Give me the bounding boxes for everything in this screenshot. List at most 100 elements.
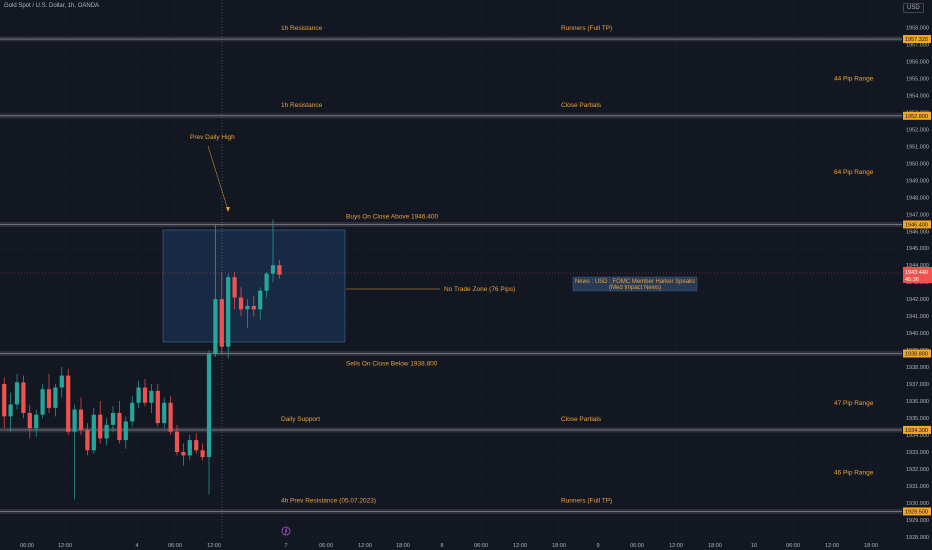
level-price-tag [903,220,931,229]
level-lines: 1h Resistance Runners (Full TP) 1h Resista… [0,25,902,514]
candle-body [59,375,64,388]
level-left-label: 4h Prev Resistance (05.07.2023) [281,497,376,504]
level-price-tag-text: 1929.500 [905,509,928,515]
candles [2,219,282,500]
y-tick-label: 1954.000 [906,93,929,99]
level-price-tag [903,425,931,434]
candle-body [8,404,13,417]
level-price-tag-text: 1952.800 [905,114,928,120]
y-tick-label: 1951.000 [906,144,929,150]
level-right-label: Runners (Full TP) [561,497,612,504]
level-price-tag-text: 1957.320 [905,37,928,43]
candle-body [46,389,52,408]
level-left-label: 1h Resistance [281,25,323,32]
candle-body [91,414,96,451]
y-tick-label: 1935.000 [906,416,929,422]
pip-range-label: 44 Pip Range [834,75,874,82]
candle-body [136,387,141,403]
level-left-label: Daily Support [281,416,320,423]
y-tick-label: 1948.000 [906,195,929,201]
candle-body [40,389,45,415]
level-price-tag [903,111,931,120]
y-tick-label: 1944.000 [906,263,929,269]
prev-daily-high-arrow [207,145,229,211]
x-tick-label: 06:00 [786,543,800,549]
level-right-label: Close Partials [561,416,602,423]
level-price-tag [903,35,931,44]
y-tick-label: 1952.000 [906,127,929,133]
level-left-label: 1h Resistance [281,102,323,109]
candle-body [149,390,154,403]
y-tick-label: 1945.000 [906,246,929,252]
y-tick-label: 1946.000 [906,229,929,235]
no-trade-zone-label: No Trade Zone (76 Pips) [444,286,515,293]
candle-body [232,277,237,298]
x-tick-label: 12:00 [825,543,839,549]
y-tick-label: 1933.000 [906,450,929,456]
y-tick-label: 1942.000 [906,297,929,303]
level-price-tag [903,349,931,358]
candle-body [104,424,109,439]
candle-body [162,402,167,424]
currency-button[interactable]: USD [903,3,924,13]
pip-range-label: 64 Pip Range [834,169,874,176]
x-tick-label: 9 [596,543,599,549]
candle-body [66,375,71,432]
candle-body [85,429,90,451]
candle-body [2,384,7,417]
level-center-label: Buys On Close Above 1946.400 [346,213,439,220]
arrow-head-icon [226,207,230,212]
x-tick-label: 8 [440,543,443,549]
candle-body [78,409,84,430]
level-price-tag-text: 1938.800 [905,352,928,358]
x-tick-label: 12:00 [207,543,221,549]
events-marker[interactable] [281,526,291,536]
x-tick-label: 06:00 [474,543,488,549]
news-title: News : USD : FOMC Member Harker Speaks [575,279,695,285]
y-tick-label: 1936.000 [906,399,929,405]
level-price-tags: 1957.320 1952.800 1946.400 1938.800 1934.300… [903,35,931,516]
y-tick-label: 1929.000 [906,518,929,524]
pip-range-label: 47 Pip Range [834,400,874,407]
level-price-tag-text: 1934.300 [905,428,928,434]
candle-body [117,412,122,441]
candle-body [219,299,224,347]
candle-body [194,440,199,451]
time-axis[interactable] [0,540,932,550]
candle-body [34,414,39,429]
lightning-icon[interactable] [281,526,291,536]
x-tick-label: 06:00 [20,543,34,549]
symbol-title[interactable]: Gold Spot / U.S. Dollar, 1h, OANDA [4,3,100,9]
y-tick-label: 1931.000 [906,484,929,490]
candle-body [238,297,244,310]
y-tick-label: 1940.000 [906,331,929,337]
candle-body [21,382,26,413]
y-tick-label: 1949.000 [906,178,929,184]
level-price-tag-text: 1946.400 [905,222,928,228]
x-tick-label: 18:00 [552,543,566,549]
candle-body [27,412,32,429]
candle-body [264,273,269,291]
candle-body [123,421,128,441]
y-tick-label: 1938.000 [906,365,929,371]
y-tick-label: 1937.000 [906,382,929,388]
candle-body [155,390,160,424]
y-tick-label: 1943.000 [906,280,929,286]
level-center-label: Sells On Close Below 1938.800 [346,361,438,368]
y-tick-label: 1955.000 [906,76,929,82]
news-box[interactable] [572,276,698,292]
no-trade-zone-box[interactable] [162,229,346,343]
y-tick-label: 1947.000 [906,212,929,218]
candle-body [251,305,256,310]
y-tick-label: 1934.000 [906,433,929,439]
x-tick-label: 10 [751,543,757,549]
time-axis-ticks: 06:00 12:00 4 06:00 12:00 7 06:00 12:00 18:00 8 06… [20,543,878,549]
x-tick-label: 12:00 [358,543,372,549]
candle-body [181,452,186,456]
x-tick-label: 4 [135,543,138,549]
candle-body [142,387,148,403]
candle-body [110,412,116,425]
x-tick-label: 18:00 [396,543,410,549]
level-price-tag [903,507,931,516]
